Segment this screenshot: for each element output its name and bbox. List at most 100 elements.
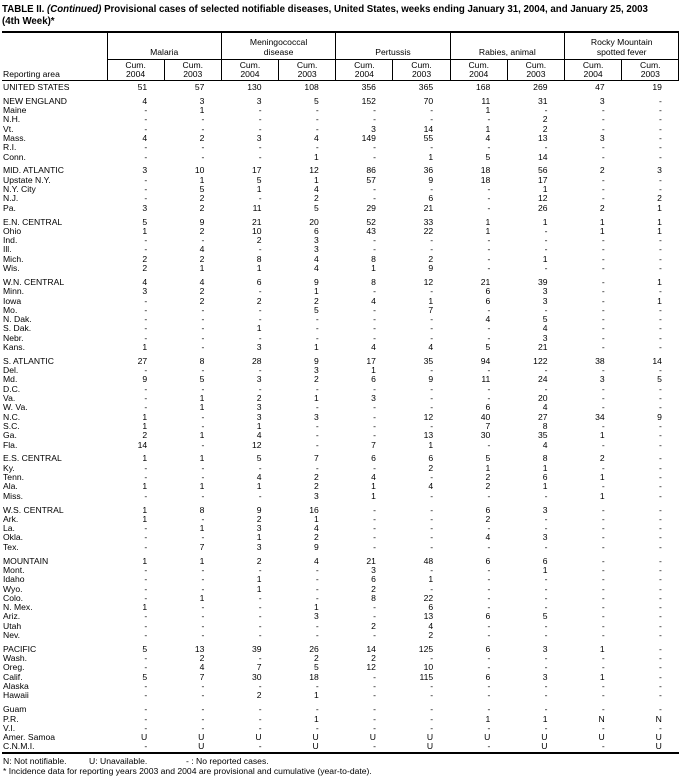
cell-value: -: [144, 620, 148, 631]
cell-value: 3: [142, 202, 148, 213]
cell-value: 1: [428, 151, 434, 162]
cell-value: 2: [256, 555, 262, 566]
cell-value: -: [144, 193, 148, 204]
cell-value: -: [201, 114, 205, 125]
cell-value: 9: [313, 541, 319, 552]
row-area-label: Mont.: [3, 564, 25, 575]
cell-value: 9: [313, 276, 319, 287]
col-header-cum-2004-rabies-animal: Cum. 2004: [449, 59, 508, 81]
cell-value: 1: [142, 555, 148, 566]
cell-value: -: [430, 314, 434, 325]
row-area-label: R.I.: [3, 142, 17, 153]
cell-value: 6: [485, 555, 491, 566]
table-row: Mont. - - - - 3 - - 1 - -: [2, 564, 679, 575]
cell-value: -: [430, 420, 434, 431]
row-area-label: MOUNTAIN: [3, 555, 49, 566]
cell-value: -: [373, 286, 376, 297]
cell-value: -: [487, 323, 491, 334]
cell-value: 3: [313, 244, 319, 255]
cell-value: -: [373, 142, 376, 153]
cell-value: -: [373, 323, 376, 334]
cell-value: 3: [256, 132, 262, 143]
cell-value: -: [659, 472, 662, 483]
cell-value: -: [144, 365, 148, 376]
row-area-label: S. Dak.: [3, 323, 32, 334]
cell-value: 13: [423, 430, 434, 441]
cell-value: 3: [256, 95, 262, 106]
cell-value: U: [655, 732, 662, 743]
cell-value: 8: [199, 504, 205, 515]
cell-value: -: [659, 332, 662, 343]
cell-value: -: [201, 314, 205, 325]
cell-value: -: [487, 574, 491, 585]
table-row: S.C. 1 - 1 - - - 7 8 - -: [2, 420, 679, 431]
table-row: MOUNTAIN 1 1 2 4 21 48 6 6 - -: [2, 555, 679, 566]
cell-value: 1: [313, 174, 319, 185]
cell-value: -: [373, 244, 376, 255]
cell-value: -: [487, 564, 491, 575]
table-row: Tenn. - - 4 2 4 - 2 6 1 -: [2, 472, 679, 483]
cell-value: 6: [485, 504, 491, 515]
cell-value: 1: [485, 225, 491, 236]
row-area-label: N.H.: [3, 114, 21, 125]
cell-value: 1: [256, 323, 262, 334]
cell-value: -: [487, 541, 491, 552]
cell-value: 2: [313, 532, 319, 543]
cell-value: 3: [256, 342, 262, 352]
cell-value: -: [144, 532, 148, 543]
cell-value: 9: [428, 174, 434, 185]
cell-value: -: [487, 235, 491, 246]
cell-value: -: [487, 439, 491, 450]
cell-value: -: [487, 681, 491, 692]
table-row: Fla. 14 - 12 - 7 1 - 4 - -: [2, 439, 679, 450]
row-area-label: Okla.: [3, 532, 24, 543]
cell-value: 1: [313, 393, 319, 404]
table-row: Mich. 2 2 8 4 8 2 - 1 - -: [2, 254, 679, 264]
cell-value: -: [373, 741, 376, 752]
cell-value: 6: [485, 671, 491, 682]
cell-value: -: [544, 513, 548, 524]
cell-value: -: [487, 202, 491, 213]
cell-value: 57: [366, 174, 376, 185]
row-area-label: Ariz.: [3, 611, 21, 622]
cell-value: -: [601, 420, 605, 431]
cell-value: 1: [142, 342, 148, 352]
cell-value: 2: [199, 193, 205, 204]
table-row: Md. 9 5 3 2 6 9 11 24 3 5: [2, 374, 679, 385]
row-area-label: N.Y. City: [3, 184, 36, 195]
cell-value: -: [659, 383, 662, 394]
table-row: E.S. CENTRAL 1 1 5 7 6 6 5 8 2 -: [2, 453, 679, 464]
row-area-label: C.N.M.I.: [3, 741, 35, 752]
cell-value: 2: [199, 653, 205, 664]
row-area-label: Mo.: [3, 304, 18, 315]
cell-value: 39: [537, 276, 548, 287]
cell-value: 52: [366, 216, 376, 227]
cell-value: 3: [542, 671, 548, 682]
cell-value: -: [201, 620, 205, 631]
cell-value: 1: [142, 225, 148, 236]
cell-value: -: [144, 114, 148, 125]
cell-value: 1: [313, 690, 319, 701]
cell-value: -: [487, 142, 491, 153]
cell-value: 152: [361, 95, 376, 106]
cell-value: -: [601, 114, 605, 125]
row-area-label: Idaho: [3, 574, 25, 585]
row-area-label: Conn.: [3, 151, 26, 162]
col-header-cum-2004-meningococcal-disease: Cum. 2004: [220, 59, 279, 81]
row-area-label: E.S. CENTRAL: [3, 453, 62, 464]
cell-value: -: [258, 123, 262, 134]
cell-value: -: [430, 681, 434, 692]
cell-value: -: [201, 681, 205, 692]
cell-value: -: [659, 643, 662, 654]
cell-value: 19: [652, 81, 662, 92]
cell-value: U: [312, 732, 319, 743]
cell-value: 9: [428, 374, 434, 385]
cell-value: -: [659, 323, 662, 334]
cell-value: -: [430, 472, 434, 483]
col-header-cum-2003-malaria: Cum. 2003: [163, 59, 222, 81]
cell-value: 4: [256, 472, 262, 483]
cell-value: -: [430, 532, 434, 543]
cell-value: 2: [371, 620, 376, 631]
cell-value: 8: [542, 453, 548, 464]
cell-value: -: [601, 681, 605, 692]
